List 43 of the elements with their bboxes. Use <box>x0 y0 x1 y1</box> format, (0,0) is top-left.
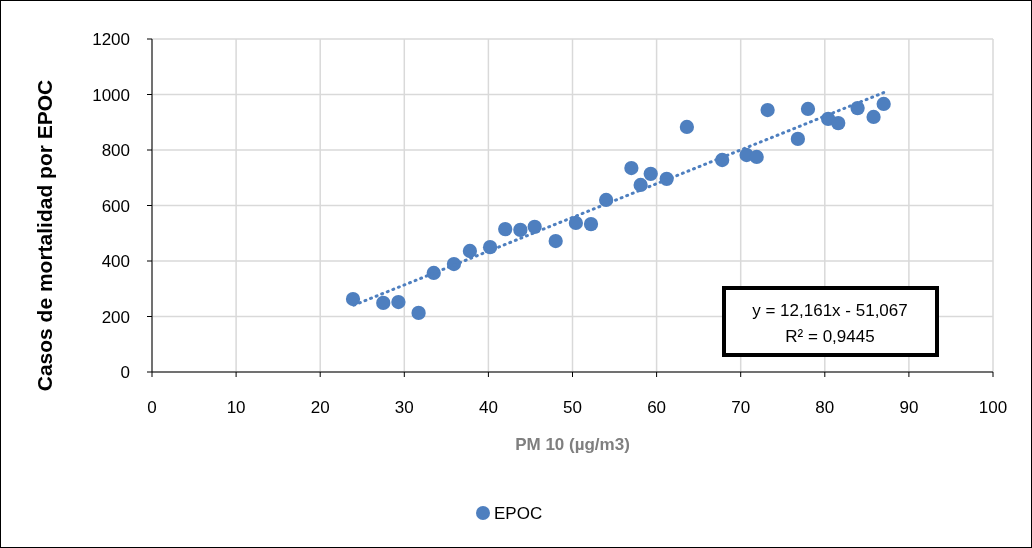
point <box>760 102 775 118</box>
y-tick-label: 600 <box>101 196 130 216</box>
point <box>866 109 881 125</box>
point <box>411 305 426 321</box>
point <box>548 233 563 249</box>
point <box>462 243 478 259</box>
x-tick-label: 50 <box>563 398 582 417</box>
point <box>345 291 361 307</box>
y-tick-label: 1000 <box>92 85 130 105</box>
point <box>391 294 406 310</box>
point <box>749 149 764 165</box>
point <box>376 295 391 311</box>
legend-label: EPOC <box>494 504 543 523</box>
point <box>679 119 695 135</box>
x-tick-label: 40 <box>478 398 498 417</box>
y-tick-label: 1200 <box>92 30 130 49</box>
x-axis-title: PM 10 (µg/m3) <box>515 435 630 454</box>
x-tick-label: 70 <box>731 398 751 417</box>
point <box>876 96 891 112</box>
x-tick-label: 60 <box>647 398 667 417</box>
point <box>831 115 846 131</box>
point <box>498 221 513 237</box>
point <box>800 101 816 117</box>
x-tick-label: 30 <box>394 398 414 417</box>
x-tick-label: 100 <box>978 398 1008 417</box>
y-tick-label: 800 <box>101 141 130 160</box>
point <box>624 160 639 176</box>
point <box>643 166 658 181</box>
y-tick-label: 200 <box>101 307 130 327</box>
x-tick-label: 0 <box>147 398 157 417</box>
x-tick-label: 90 <box>899 398 919 417</box>
point <box>790 131 806 147</box>
y-axis-title: Casos de mortalidad por EPOC <box>33 79 56 392</box>
y-tick-label: 0 <box>120 363 130 382</box>
point <box>513 222 528 238</box>
point <box>583 216 599 232</box>
annotation: y = 12,161x - 51,067 <box>752 301 908 320</box>
annotation: R² = 0,9445 <box>785 327 875 346</box>
x-tick-label: 10 <box>226 398 246 417</box>
x-tick-label: 80 <box>815 398 835 417</box>
y-tick-label: 400 <box>101 252 130 271</box>
point <box>568 215 583 231</box>
x-tick-label: 20 <box>310 398 330 417</box>
